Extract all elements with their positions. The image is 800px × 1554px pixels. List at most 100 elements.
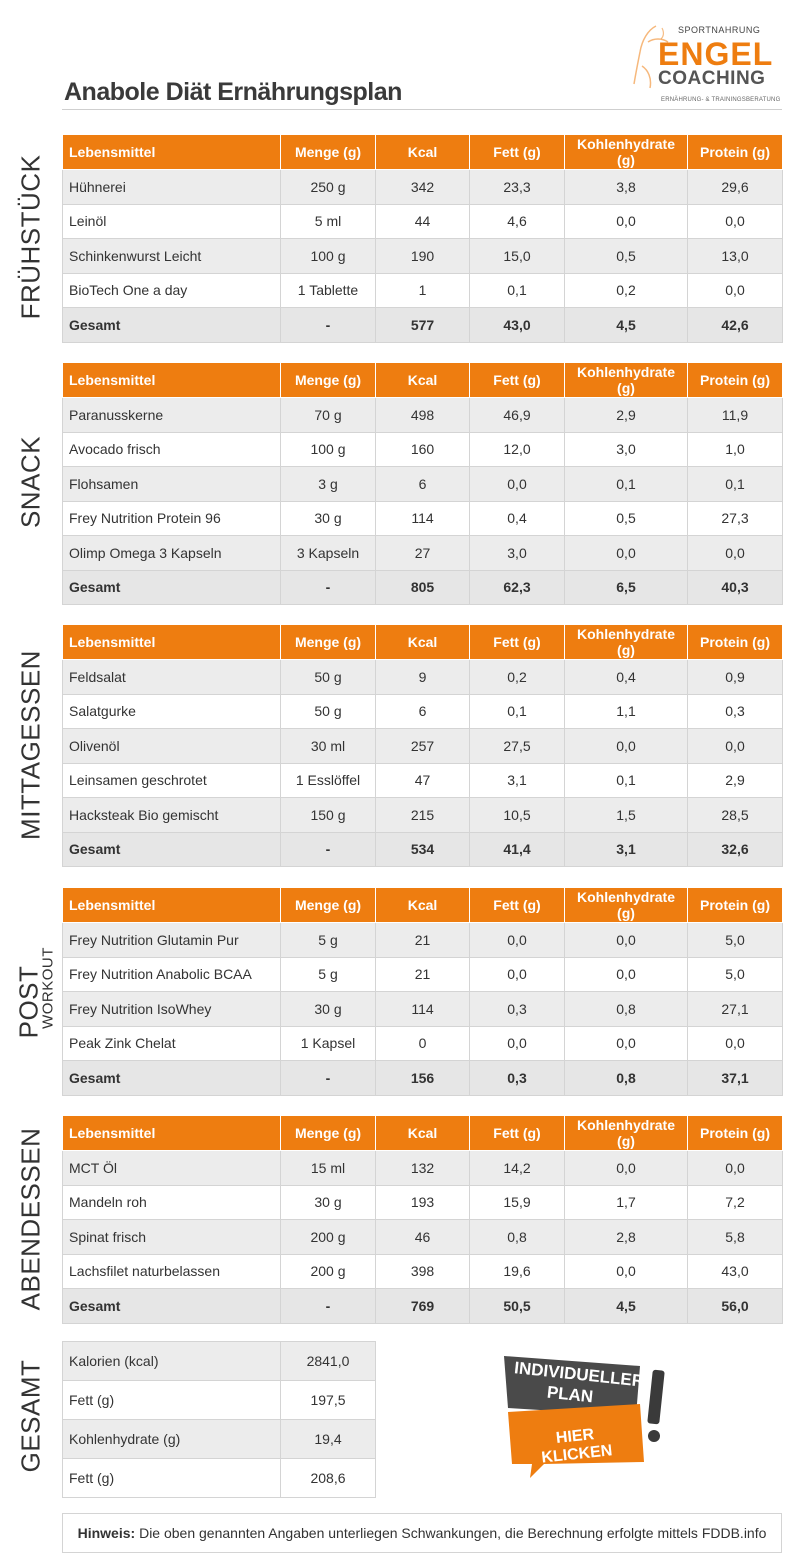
table-cell: Schinkenwurst Leicht	[62, 238, 281, 274]
column-header: Protein (g)	[687, 1115, 783, 1151]
table-cell: 150 g	[280, 797, 376, 833]
table-cell: 7,2	[687, 1184, 783, 1220]
table-cell: 6	[375, 466, 470, 502]
table-cell: 4,5	[564, 307, 688, 343]
table-cell: 10,5	[469, 797, 565, 833]
table-cell: 0,8	[564, 991, 688, 1027]
table-row: Frey Nutrition Anabolic BCAA 5 g 21 0,0 0,0 5…	[62, 956, 783, 992]
section-label-abendessen: ABENDESSEN	[15, 1127, 46, 1311]
logo-tagline: ERNÄHRUNG- & TRAININGSBERATUNG	[661, 97, 781, 103]
table-cell: 200 g	[280, 1219, 376, 1255]
logo-sub-text: COACHING	[658, 68, 766, 89]
total-row: Gesamt -534 41,4 3,1 32,6	[62, 831, 783, 867]
table-cell: Feldsalat	[62, 659, 281, 695]
total-row: Gesamt -577 43,0 4,5 42,6	[62, 307, 783, 343]
engel-coaching-logo[interactable]: SPORTNAHRUNG ENGEL COACHING ERNÄHRUNG- &…	[628, 22, 788, 108]
table-cell: 0,0	[687, 535, 783, 571]
table-header-row: Lebensmittel Menge (g) Kcal Fett (g) Koh…	[62, 1115, 783, 1151]
table-cell: 0,0	[564, 203, 688, 239]
table-cell: 15 ml	[280, 1150, 376, 1186]
table-cell: 0,1	[469, 272, 565, 308]
table-cell: 27,5	[469, 728, 565, 764]
column-header: Lebensmittel	[62, 887, 281, 923]
table-header-row: Lebensmittel Menge (g) Kcal Fett (g) Koh…	[62, 134, 783, 170]
table-cell: 257	[375, 728, 470, 764]
individual-plan-cta-button[interactable]: INDIVIDUELLER PLAN HIER KLICKEN	[500, 1352, 670, 1480]
table-cell: 0,0	[687, 1025, 783, 1061]
table-cell: 12,0	[469, 431, 565, 467]
table-cell: 3,1	[564, 831, 688, 867]
column-header: Lebensmittel	[62, 624, 281, 660]
table-row: Spinat frisch 200 g 46 0,8 2,8 5,8	[62, 1219, 783, 1255]
table-cell: 46	[375, 1219, 470, 1255]
table-cell: 4,5	[564, 1288, 688, 1324]
table-cell: -	[280, 569, 376, 605]
page-title: Anabole Diät Ernährungsplan	[64, 78, 402, 106]
table-cell: Olivenöl	[62, 728, 281, 764]
table-cell: 0	[375, 1025, 470, 1061]
table-cell: Avocado frisch	[62, 431, 281, 467]
table-cell: 160	[375, 431, 470, 467]
table-cell: Leinöl	[62, 203, 281, 239]
table-cell: 0,0	[687, 203, 783, 239]
table-cell: 0,1	[564, 466, 688, 502]
table-cell: 0,0	[687, 1150, 783, 1186]
table-cell: 215	[375, 797, 470, 833]
table-cell: 3,1	[469, 762, 565, 798]
table-cell: 0,5	[564, 238, 688, 274]
table-cell: Frey Nutrition Anabolic BCAA	[62, 956, 281, 992]
speech-bubble-icon	[504, 1356, 665, 1478]
table-cell: 0,1	[687, 466, 783, 502]
table-cell: 1,7	[564, 1184, 688, 1220]
table-cell: 14,2	[469, 1150, 565, 1186]
table-cell: 11,9	[687, 397, 783, 433]
table-cell: 0,4	[469, 500, 565, 536]
table-cell: 5,8	[687, 1219, 783, 1255]
table-row: Salatgurke 50 g 6 0,1 1,1 0,3	[62, 693, 783, 729]
table-cell: 0,0	[469, 466, 565, 502]
table-cell: 0,2	[469, 659, 565, 695]
table-cell: 1 Esslöffel	[280, 762, 376, 798]
table-cell: 0,5	[564, 500, 688, 536]
section-label-snack: SNACK	[15, 435, 46, 529]
table-cell: 1,0	[687, 431, 783, 467]
table-row: BioTech One a day 1 Tablette 1 0,1 0,2 0,0	[62, 272, 783, 308]
column-header: Protein (g)	[687, 362, 783, 398]
column-header: Fett (g)	[469, 887, 565, 923]
column-header: Fett (g)	[469, 134, 565, 170]
meal-table-post-workout: Lebensmittel Menge (g) Kcal Fett (g) Koh…	[62, 887, 783, 1096]
table-cell: 0,0	[687, 272, 783, 308]
column-header: Kohlenhydrate (g)	[564, 1115, 688, 1151]
table-cell: 3,0	[564, 431, 688, 467]
column-header: Menge (g)	[280, 362, 376, 398]
table-cell: 398	[375, 1253, 470, 1289]
table-cell: 2,8	[564, 1219, 688, 1255]
table-cell: 19,6	[469, 1253, 565, 1289]
summary-row: Kohlenhydrate (g) 19,4	[62, 1419, 376, 1459]
table-row: Lachsfilet naturbelassen 200 g 398 19,6 0,0 4…	[62, 1253, 783, 1289]
column-header: Kohlenhydrate (g)	[564, 362, 688, 398]
table-cell: BioTech One a day	[62, 272, 281, 308]
column-header: Lebensmittel	[62, 134, 281, 170]
table-cell: 250 g	[280, 169, 376, 205]
table-cell: -	[280, 831, 376, 867]
table-row: Leinsamen geschrotet 1 Esslöffel 47 3,1 0,1 2…	[62, 762, 783, 798]
table-cell: Gesamt	[62, 1060, 281, 1096]
column-header: Kcal	[375, 1115, 470, 1151]
table-cell: 0,1	[564, 762, 688, 798]
table-cell: 190	[375, 238, 470, 274]
table-row: Paranusskerne 70 g 498 46,9 2,9 11,9	[62, 397, 783, 433]
table-cell: 114	[375, 991, 470, 1027]
table-cell: 0,0	[469, 922, 565, 958]
table-cell: 0,8	[564, 1060, 688, 1096]
table-cell: 193	[375, 1184, 470, 1220]
table-cell: 40,3	[687, 569, 783, 605]
table-cell: 498	[375, 397, 470, 433]
column-header: Fett (g)	[469, 362, 565, 398]
column-header: Menge (g)	[280, 1115, 376, 1151]
section-label-mittagessen: MITTAGESSEN	[15, 650, 46, 840]
table-cell: 32,6	[687, 831, 783, 867]
table-cell: 30 g	[280, 991, 376, 1027]
table-cell: 9	[375, 659, 470, 695]
column-header: Kcal	[375, 624, 470, 660]
